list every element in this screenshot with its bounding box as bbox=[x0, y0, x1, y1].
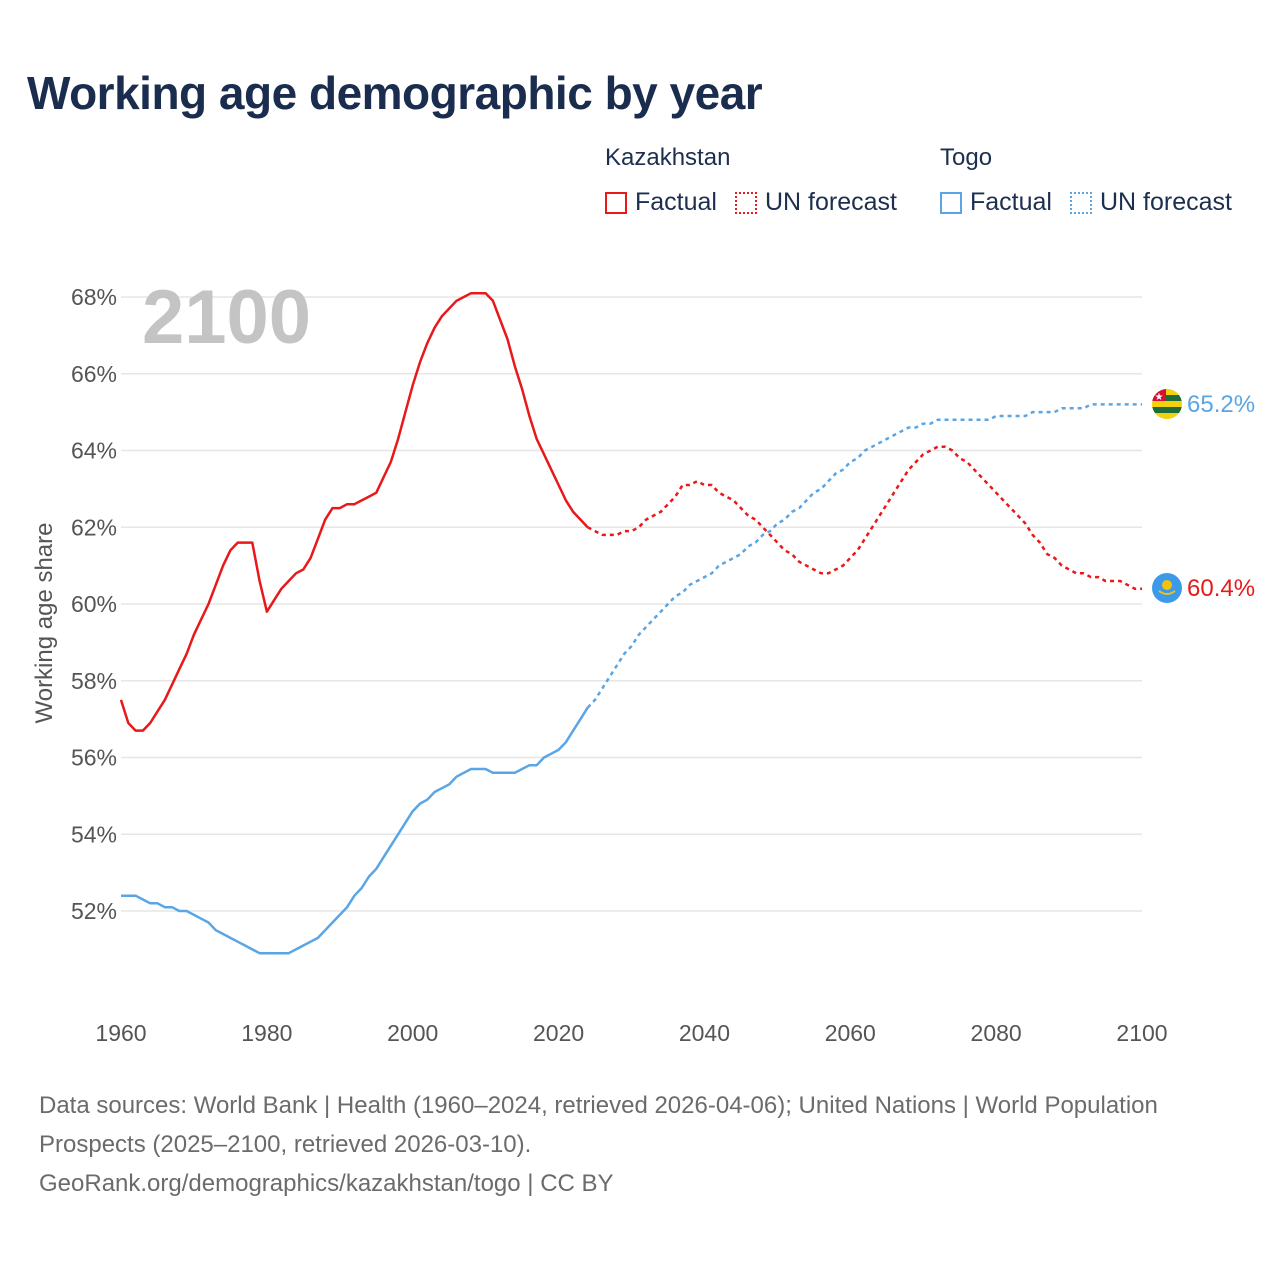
line-chart: 2100 52% 54% 56% 58% 60% 62% 64% 66% 68% 1960 198… bbox=[31, 275, 1255, 1046]
y-axis-ticks: 52% 54% 56% 58% 60% 62% 64% 66% 68% bbox=[71, 284, 117, 924]
kazakhstan-factual-line[interactable] bbox=[119, 291, 589, 732]
legend-group-kazakhstan: Kazakhstan Factual UN forecast bbox=[605, 144, 915, 217]
x-tick-label: 2000 bbox=[387, 1020, 438, 1046]
y-tick-label: 68% bbox=[71, 284, 117, 310]
legend-country-togo: Togo bbox=[940, 144, 993, 171]
footer: Data sources: World Bank | Health (1960–… bbox=[39, 1086, 1239, 1203]
legend-item-kazakhstan-forecast[interactable]: UN forecast bbox=[734, 188, 897, 217]
source-link[interactable]: GeoRank.org/demographics/kazakhstan/togo… bbox=[39, 1170, 614, 1197]
y-tick-label: 66% bbox=[71, 361, 117, 387]
legend-item-togo-forecast[interactable]: UN forecast bbox=[1069, 188, 1232, 217]
kazakhstan-end-label: 60.4% bbox=[1187, 575, 1255, 602]
legend-group-togo: Togo Factual UN forecast bbox=[940, 144, 1232, 217]
x-tick-label: 2080 bbox=[971, 1020, 1022, 1046]
legend-country-kazakhstan: Kazakhstan bbox=[605, 144, 731, 171]
chart-title: Working age demographic by year bbox=[27, 67, 763, 119]
legend-item-togo-factual[interactable]: Factual bbox=[940, 188, 1052, 217]
x-tick-label: 1980 bbox=[241, 1020, 292, 1046]
y-tick-label: 62% bbox=[71, 514, 117, 540]
series-lines bbox=[119, 291, 1142, 955]
y-tick-label: 64% bbox=[71, 438, 117, 464]
legend-label: UN forecast bbox=[1099, 188, 1232, 216]
x-tick-label: 1960 bbox=[95, 1020, 146, 1046]
togo-end-label: 65.2% bbox=[1187, 391, 1255, 418]
legend-label: Factual bbox=[635, 188, 717, 216]
legend-label: Factual bbox=[970, 188, 1052, 216]
legend-item-kazakhstan-factual[interactable]: Factual bbox=[605, 188, 717, 217]
togo-forecast-line[interactable] bbox=[586, 403, 1142, 709]
y-tick-label: 52% bbox=[71, 898, 117, 924]
year-watermark: 2100 bbox=[142, 275, 311, 360]
togo-flag-icon: ★ bbox=[1152, 389, 1182, 419]
y-tick-label: 58% bbox=[71, 668, 117, 694]
x-tick-label: 2100 bbox=[1116, 1020, 1167, 1046]
legend-label: UN forecast bbox=[764, 188, 897, 216]
legend-swatch-dotted bbox=[1069, 191, 1092, 214]
legend-swatch-dotted bbox=[734, 191, 757, 214]
togo-factual-line[interactable] bbox=[121, 706, 589, 955]
kazakhstan-flag-icon bbox=[1152, 573, 1182, 603]
x-tick-label: 2060 bbox=[825, 1020, 876, 1046]
kazakhstan-forecast-line[interactable] bbox=[587, 445, 1142, 590]
svg-text:★: ★ bbox=[1155, 392, 1164, 403]
x-axis-ticks: 1960 1980 2000 2020 2040 2060 2080 2100 bbox=[95, 1020, 1167, 1046]
legend-swatch-solid bbox=[605, 191, 627, 214]
y-tick-label: 54% bbox=[71, 821, 117, 847]
y-tick-label: 60% bbox=[71, 591, 117, 617]
x-tick-label: 2040 bbox=[679, 1020, 730, 1046]
data-sources: Data sources: World Bank | Health (1960–… bbox=[39, 1092, 1158, 1158]
legend-swatch-solid bbox=[940, 191, 962, 214]
grid bbox=[121, 296, 1142, 912]
x-tick-label: 2020 bbox=[533, 1020, 584, 1046]
y-tick-label: 56% bbox=[71, 745, 117, 771]
y-axis-label: Working age share bbox=[31, 523, 58, 724]
